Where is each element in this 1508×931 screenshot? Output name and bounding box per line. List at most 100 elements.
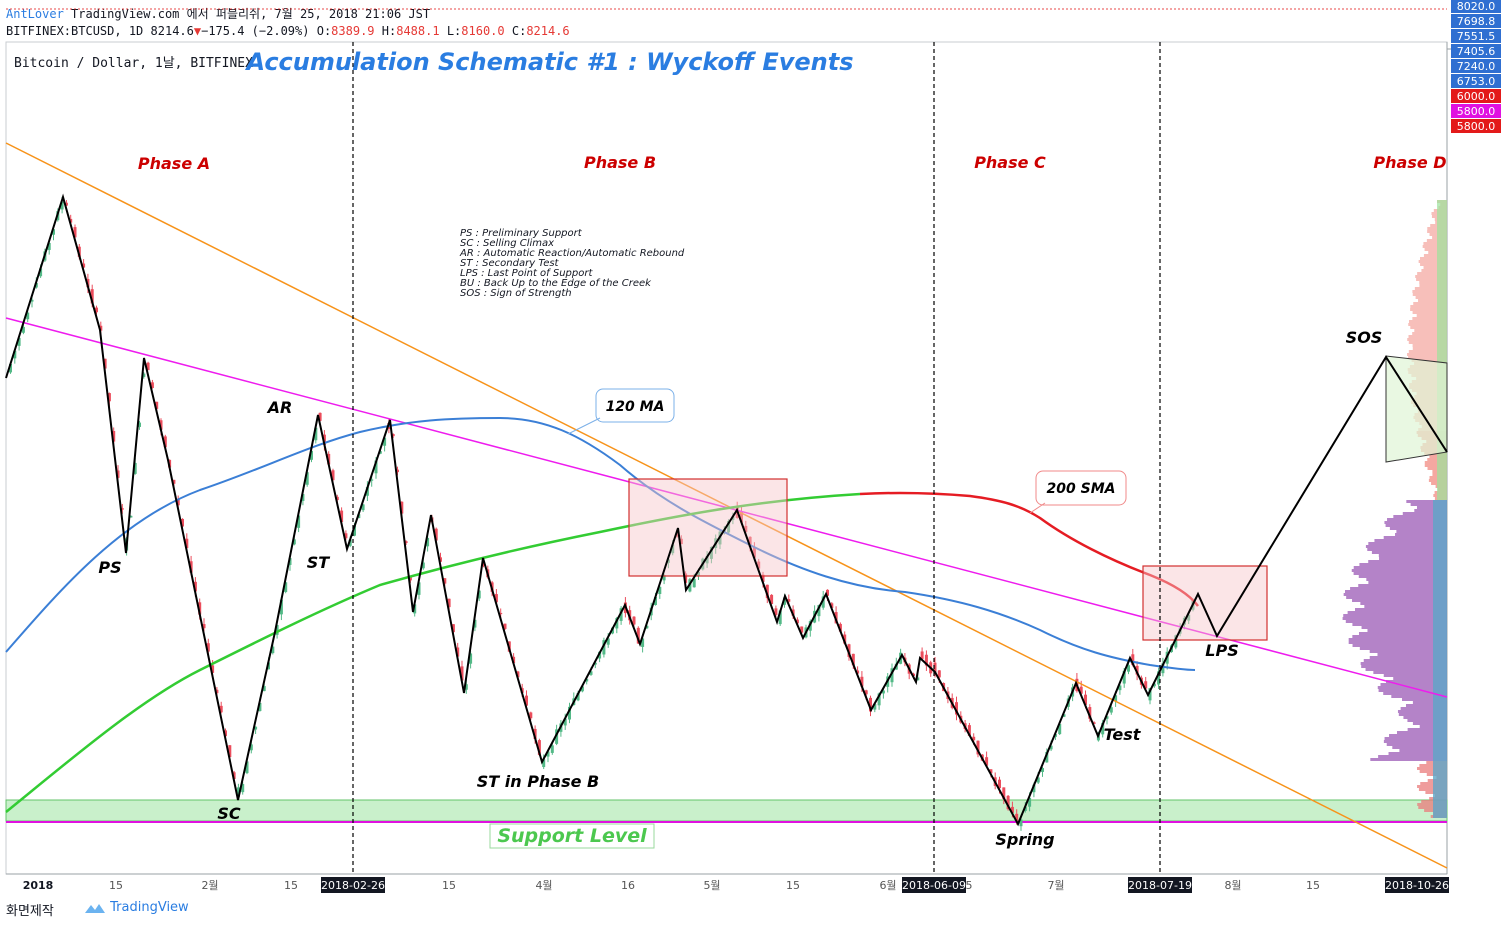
candle-body — [107, 393, 111, 402]
volume-bar-up — [1437, 242, 1447, 245]
candle-body — [985, 757, 989, 766]
volume-bar-up — [1433, 806, 1447, 809]
volume-bar-up — [1437, 329, 1447, 332]
candle-body — [1127, 665, 1130, 672]
candle-body — [533, 728, 537, 740]
tradingview-logo-icon — [84, 902, 106, 914]
phase-d-label: Phase D — [1373, 153, 1446, 172]
volume-bar — [1359, 647, 1447, 650]
volume-bar-up — [1433, 788, 1447, 791]
candle-body — [262, 686, 266, 692]
volume-bar-up — [1437, 344, 1447, 347]
volume-bar-up — [1437, 209, 1447, 212]
volume-bar — [1418, 788, 1447, 791]
candle-body — [284, 582, 288, 592]
candle-body — [1015, 813, 1019, 821]
volume-bar — [1358, 575, 1447, 578]
candle-body — [13, 350, 17, 359]
event-sc: SC — [217, 804, 241, 823]
candle-body — [1101, 722, 1105, 735]
candle-body — [103, 358, 107, 369]
candle-body — [176, 498, 180, 506]
candle-body — [292, 539, 296, 545]
candle-body — [254, 726, 258, 730]
candle-body — [615, 618, 619, 629]
price-label: 6000.0 — [1457, 90, 1496, 103]
candle-body — [99, 325, 103, 331]
candle-body — [297, 515, 301, 528]
candle-body — [546, 751, 550, 757]
volume-bar-up — [1437, 236, 1447, 239]
price-label-bg — [1451, 59, 1501, 73]
volume-bar-up — [1433, 575, 1447, 578]
volume-bar-up — [1433, 659, 1447, 662]
volume-bar-up — [1433, 746, 1447, 749]
callout-200sma-text: 200 SMA — [1047, 481, 1116, 497]
wyckoff-path — [5, 193, 1448, 827]
lps-box — [1142, 565, 1268, 641]
y-axis: 5350.017165.013017.011030.08633.58604.58… — [1447, 0, 1501, 133]
volume-bar — [1417, 767, 1447, 770]
x-axis: 2018 15 2월 15 15 4월 16 5월 15 6월 5 7월 8월 15 2018-02-26 2… — [23, 877, 1449, 893]
candle-body — [215, 689, 219, 694]
candle-body — [830, 603, 834, 608]
volume-bar — [1371, 551, 1447, 554]
candle-body — [1010, 806, 1014, 814]
candle-body — [525, 695, 528, 706]
chart-title: Accumulation Schematic #1 : Wyckoff Even… — [244, 48, 853, 76]
volume-bar-up — [1433, 731, 1447, 734]
candle-body — [9, 363, 12, 373]
volume-bar — [1351, 569, 1447, 572]
candle-body — [1028, 797, 1032, 807]
volume-bar-up — [1437, 248, 1447, 251]
candle-body — [998, 779, 1001, 789]
x-tick-label: 15 — [109, 879, 123, 892]
price-label-bg — [1451, 89, 1501, 103]
volume-bar — [1348, 638, 1447, 641]
candle-body — [60, 201, 64, 210]
symbol-name[interactable]: BITFINEX:BTCUSD, 1D — [6, 24, 144, 38]
symbol-info: BITFINEX:BTCUSD, 1D 8214.6▼−175.4 (−2.09… — [6, 24, 570, 38]
volume-bar — [1410, 305, 1447, 308]
candle-body — [555, 729, 559, 744]
volume-bar — [1407, 338, 1447, 341]
candle-body — [288, 558, 292, 565]
candle-body — [146, 362, 150, 371]
volume-bar — [1387, 518, 1447, 521]
volume-bar-up — [1433, 698, 1447, 701]
volume-bar — [1352, 599, 1447, 602]
tradingview-brand[interactable]: TradingView — [84, 900, 189, 915]
candle-body — [400, 501, 404, 514]
candle-body — [17, 337, 21, 346]
x-tick-label: 15 — [1306, 879, 1320, 892]
candle-body — [340, 510, 344, 523]
volume-bar-up — [1433, 548, 1447, 551]
candle-body — [873, 704, 877, 710]
volume-bar-up — [1433, 626, 1447, 629]
volume-bar-up — [1437, 476, 1447, 479]
volume-bar-up — [1433, 629, 1447, 632]
candle-body — [585, 678, 589, 682]
volume-bar — [1407, 719, 1447, 722]
candle-body — [675, 533, 679, 537]
publisher-name[interactable]: AntLover — [6, 7, 64, 21]
candle-body — [568, 706, 571, 720]
candle-body — [972, 736, 976, 741]
candle-body — [271, 646, 275, 654]
volume-bar-up — [1433, 620, 1447, 623]
volume-bar — [1352, 623, 1447, 626]
volume-bar — [1397, 710, 1447, 713]
x-date-label-bg — [1385, 877, 1449, 893]
volume-bar-up — [1437, 212, 1447, 215]
volume-bar — [1424, 248, 1447, 251]
callout-120ma-text: 120 MA — [606, 399, 665, 415]
candle-body — [890, 668, 894, 683]
event-spring: Spring — [995, 830, 1054, 849]
candle-body — [778, 610, 782, 625]
candle-body — [864, 690, 868, 695]
volume-bar — [1348, 641, 1447, 644]
price-change: −175.4 (−2.09%) — [201, 24, 310, 38]
volume-bar — [1384, 521, 1447, 524]
price-label-bg — [1451, 44, 1501, 58]
candle-body — [39, 268, 43, 277]
